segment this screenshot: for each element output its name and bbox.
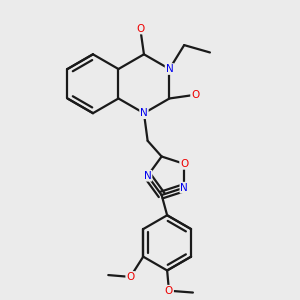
Text: N: N [144, 171, 152, 181]
Text: O: O [136, 23, 144, 34]
Text: O: O [165, 286, 173, 296]
Text: N: N [140, 108, 148, 118]
Text: O: O [180, 159, 188, 169]
Text: O: O [191, 90, 199, 100]
Text: O: O [126, 272, 134, 282]
Text: N: N [180, 183, 188, 193]
Text: N: N [166, 64, 173, 74]
